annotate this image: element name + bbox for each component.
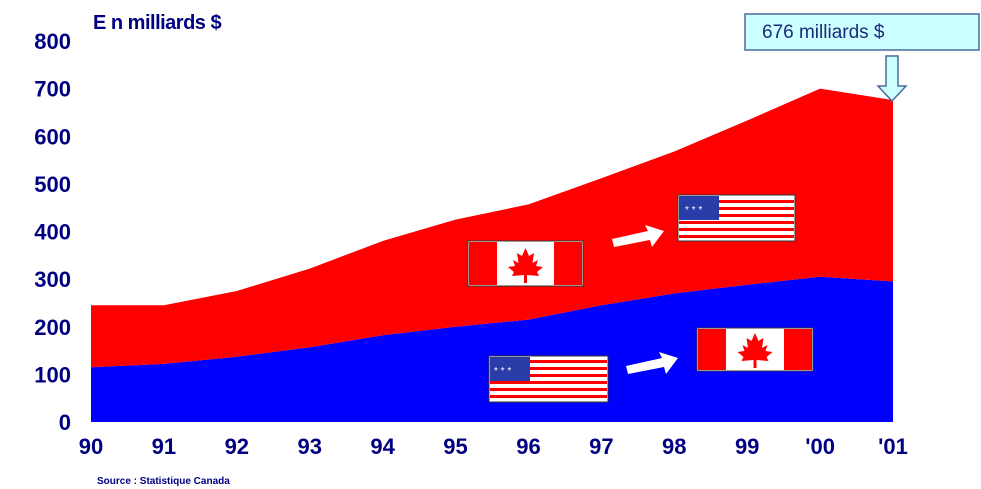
y-tick-label: 700 (34, 77, 71, 102)
canada-flag-lower (696, 327, 814, 372)
y-tick-label: 0 (59, 410, 71, 435)
maple-leaf-icon (737, 333, 773, 368)
x-tick-label: 91 (152, 434, 176, 459)
us-flag-canton (490, 357, 530, 381)
x-tick-label: '01 (878, 434, 908, 459)
y-axis-ticks: 0 100 200 300 400 500 600 700 800 (34, 29, 71, 435)
y-tick-label: 500 (34, 172, 71, 197)
x-tick-label: 93 (297, 434, 321, 459)
callout-down-arrow-icon (876, 55, 908, 103)
source-note: Source : Statistique Canada (97, 476, 230, 487)
canada-flag-upper (467, 240, 584, 287)
us-flag-upper: * * * (677, 194, 796, 242)
y-tick-label: 400 (34, 220, 71, 245)
area-layer (91, 88, 893, 422)
x-tick-label: 96 (516, 434, 540, 459)
x-tick-label: 98 (662, 434, 686, 459)
us-flag-lower: * * * (488, 355, 609, 403)
area-series-1 (91, 276, 893, 422)
export-arrow-icon-upper (612, 225, 664, 247)
x-tick-label: 92 (225, 434, 249, 459)
x-tick-label: 97 (589, 434, 613, 459)
x-tick-label: 99 (735, 434, 759, 459)
x-tick-label: 94 (370, 434, 395, 459)
x-tick-label: 95 (443, 434, 467, 459)
us-flag-canton (679, 196, 719, 220)
y-tick-label: 100 (34, 362, 71, 387)
y-tick-label: 600 (34, 124, 71, 149)
callout-box (744, 13, 980, 51)
callout-text: 676 milliards $ (762, 22, 885, 43)
unit-label: E n milliards $ (93, 12, 221, 34)
x-tick-label: 90 (79, 434, 103, 459)
total-callout: 676 milliards $ (744, 13, 980, 103)
svg-text:* * *: * * * (494, 366, 511, 377)
area-series-2 (91, 88, 893, 368)
x-tick-label: '00 (805, 434, 835, 459)
y-tick-label: 800 (34, 29, 71, 54)
export-arrow-icon-lower (626, 352, 678, 374)
y-tick-label: 200 (34, 315, 71, 340)
svg-text:* * *: * * * (685, 205, 702, 216)
x-axis-ticks: 90 91 92 93 94 95 96 97 98 99 '00 '01 (79, 434, 908, 459)
y-tick-label: 300 (34, 267, 71, 292)
maple-leaf-icon (508, 248, 543, 283)
